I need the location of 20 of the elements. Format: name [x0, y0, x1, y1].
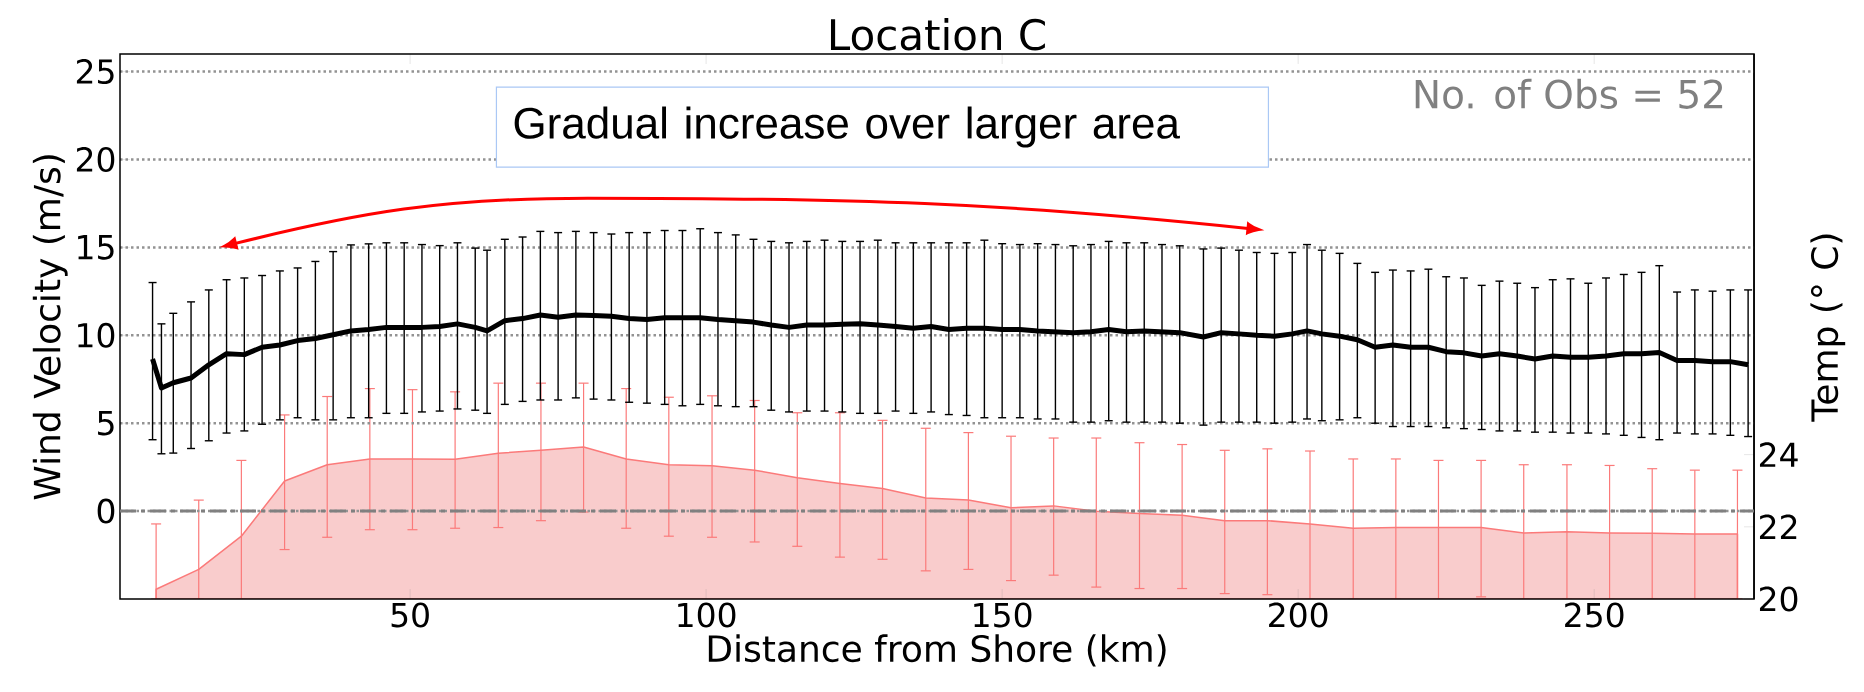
y2-tick-label: 20: [1759, 586, 1798, 612]
y-tick-label: 10: [78, 322, 115, 348]
annotation: Gradual increase over larger area: [514, 106, 1180, 148]
x-tick-label: 100: [678, 602, 736, 628]
chart-title: Location C: [830, 18, 1045, 51]
y2-tick-label: 22: [1759, 514, 1797, 540]
x-tick-label: 150: [974, 602, 1032, 628]
y-tick-label: 15: [78, 235, 114, 260]
x-tick-label: 200: [1269, 602, 1328, 628]
x-tick-label: 250: [1565, 602, 1624, 628]
y-tick-label: 5: [98, 410, 114, 436]
y-tick-label: 20: [76, 146, 115, 172]
x-axis-title: Distance from Shore (km): [708, 634, 1166, 667]
y-axis-title: Wind Velocity (m/s): [32, 155, 68, 500]
annotation: No. of Obs = 52: [1415, 78, 1723, 109]
y2-tick-label: 24: [1759, 442, 1798, 467]
y-tick-label: 25: [76, 59, 114, 85]
y2-axis-title: Temp (° C): [1810, 234, 1846, 422]
x-tick-label: 50: [391, 602, 429, 628]
y-tick-label: 0: [97, 498, 115, 524]
